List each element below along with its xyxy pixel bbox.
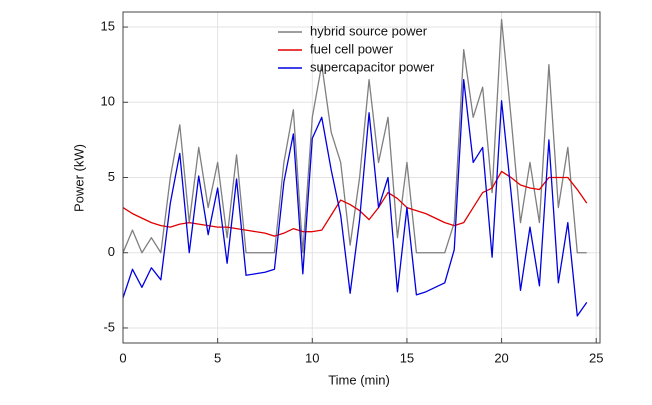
x-tick-label: 25 bbox=[589, 350, 603, 365]
y-axis-label: Power (kW) bbox=[71, 144, 86, 212]
y-tick-label: 15 bbox=[101, 18, 115, 33]
y-tick-label: 0 bbox=[108, 244, 115, 259]
legend-label: supercapacitor power bbox=[310, 59, 435, 74]
y-tick-label: 10 bbox=[101, 94, 115, 109]
x-tick-label: 10 bbox=[305, 350, 319, 365]
x-tick-label: 0 bbox=[119, 350, 126, 365]
x-tick-label: 20 bbox=[494, 350, 508, 365]
data-line bbox=[122, 18, 587, 254]
x-axis-label: Time (min) bbox=[328, 372, 390, 387]
legend-label: fuel cell power bbox=[310, 41, 394, 56]
y-tick-label: 5 bbox=[108, 169, 115, 184]
x-tick-label: 5 bbox=[214, 350, 221, 365]
data-line bbox=[122, 79, 588, 317]
x-tick-label: 15 bbox=[400, 350, 414, 365]
line-layer bbox=[122, 18, 588, 317]
legend-label: hybrid source power bbox=[310, 23, 428, 38]
y-tick-label: -5 bbox=[103, 319, 115, 334]
